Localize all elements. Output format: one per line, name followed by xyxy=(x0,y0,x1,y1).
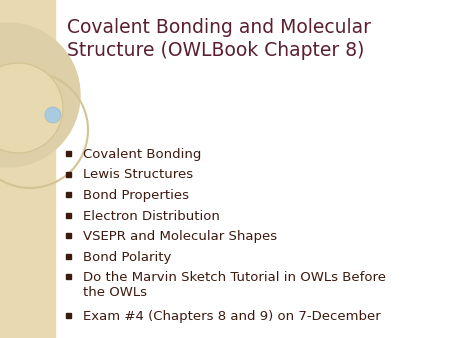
Bar xyxy=(67,313,72,318)
Circle shape xyxy=(0,63,63,153)
Bar xyxy=(0,0,55,338)
Bar xyxy=(67,274,72,279)
Text: Bond Polarity: Bond Polarity xyxy=(83,250,171,264)
Text: Electron Distribution: Electron Distribution xyxy=(83,210,220,222)
Bar xyxy=(67,233,72,238)
Bar xyxy=(67,151,72,156)
Bar xyxy=(67,171,72,176)
Text: Do the Marvin Sketch Tutorial in OWLs Before
the OWLs: Do the Marvin Sketch Tutorial in OWLs Be… xyxy=(83,271,386,299)
Bar xyxy=(67,213,72,217)
Circle shape xyxy=(46,108,60,122)
Circle shape xyxy=(0,23,80,167)
Text: VSEPR and Molecular Shapes: VSEPR and Molecular Shapes xyxy=(83,230,277,243)
Text: Covalent Bonding: Covalent Bonding xyxy=(83,148,201,161)
Text: Exam #4 (Chapters 8 and 9) on 7-December: Exam #4 (Chapters 8 and 9) on 7-December xyxy=(83,310,381,323)
Bar xyxy=(67,192,72,197)
Text: Covalent Bonding and Molecular
Structure (OWLBook Chapter 8): Covalent Bonding and Molecular Structure… xyxy=(67,18,371,61)
Text: Lewis Structures: Lewis Structures xyxy=(83,169,193,182)
Text: Bond Properties: Bond Properties xyxy=(83,189,189,202)
Bar xyxy=(67,254,72,259)
